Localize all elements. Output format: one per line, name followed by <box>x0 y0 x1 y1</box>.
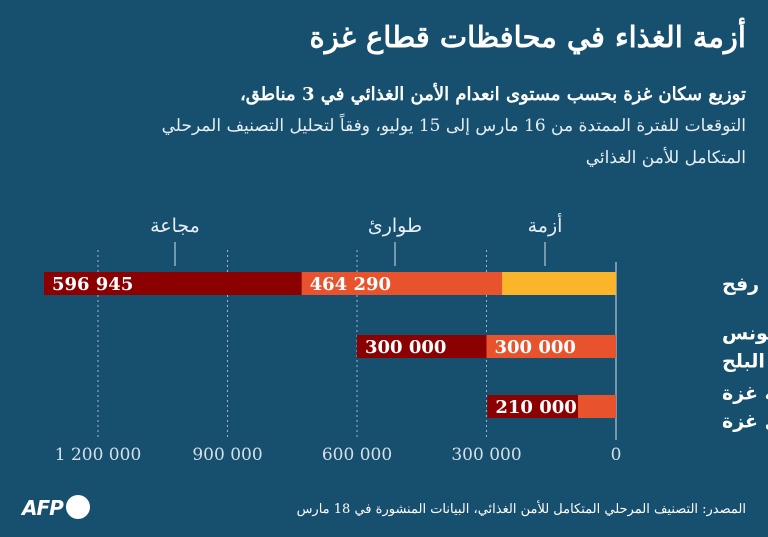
category-label: ودير البلح <box>722 351 768 373</box>
x-tick-label: 0 <box>611 445 622 465</box>
bar-segment <box>486 335 616 358</box>
category-label: خان يونس <box>722 323 768 345</box>
x-tick-label: 1 200 000 <box>55 445 142 465</box>
afp-logo: AFP <box>22 495 90 520</box>
bar-value-label: 300 000 <box>495 337 576 358</box>
source-note: المصدر: التصنيف المرحلي المتكامل للأمن ا… <box>296 502 746 517</box>
legend-label: أزمة <box>528 213 563 237</box>
chart-title: أزمة الغذاء في محافظات قطاع غزة <box>309 20 747 54</box>
category-label: وشمال غزة <box>722 411 768 433</box>
legend-label: مجاعة <box>150 215 200 237</box>
bar-segment <box>502 272 616 295</box>
legend-label: طوارئ <box>368 215 422 237</box>
subtitle-line-2: التوقعات للفترة الممتدة من 16 مارس إلى 1… <box>161 116 746 136</box>
subtitle-line-3: المتكامل للأمن الغذائي <box>585 148 746 168</box>
bar-segment <box>487 395 579 418</box>
x-tick-label: 900 000 <box>192 445 262 465</box>
x-tick-label: 600 000 <box>322 445 392 465</box>
category-label: مدينة غزة <box>722 383 768 405</box>
bar-segment <box>301 272 503 295</box>
bar-segment <box>357 335 487 358</box>
subtitle-line-1: توزيع سكان غزة بحسب مستوى انعدام الأمن ا… <box>239 84 746 105</box>
bar-segment <box>578 395 616 418</box>
afp-logo-circle-icon <box>65 495 90 519</box>
bar-value-label: 210 000 <box>495 397 576 418</box>
bar-segment <box>43 272 302 295</box>
bar-value-label: 464 290 <box>310 274 391 295</box>
bar-value-label: 300 000 <box>365 337 446 358</box>
x-tick-label: 300 000 <box>451 445 521 465</box>
category-label: رفح <box>722 274 759 296</box>
bar-value-label: 596 945 <box>52 274 133 295</box>
